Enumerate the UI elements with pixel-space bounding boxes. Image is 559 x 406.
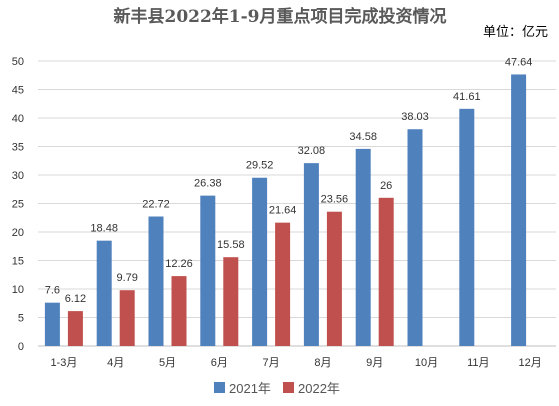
data-label: 34.58 <box>349 131 377 143</box>
data-label: 26.38 <box>194 178 222 190</box>
legend-swatch <box>283 382 294 393</box>
bar-2022 <box>223 257 239 346</box>
y-tick-label: 35 <box>12 142 24 154</box>
bar-2021 <box>511 74 527 347</box>
x-tick-label: 10月 <box>415 357 438 369</box>
data-label: 22.72 <box>142 198 170 210</box>
legend: 2021年 2022年 <box>214 381 340 396</box>
data-label: 38.03 <box>401 111 429 123</box>
bar-2021 <box>303 163 319 346</box>
legend-label: 2021年 <box>229 381 271 396</box>
x-tick-label: 4月 <box>107 357 124 369</box>
data-label: 21.64 <box>269 205 297 217</box>
data-label: 12.26 <box>165 258 193 270</box>
data-label: 23.56 <box>321 194 349 206</box>
data-label: 41.61 <box>453 91 481 103</box>
data-label: 9.79 <box>116 272 137 284</box>
x-tick-label: 6月 <box>211 357 228 369</box>
x-tick-label: 9月 <box>366 357 383 369</box>
y-tick-label: 45 <box>12 85 24 97</box>
y-axis: 0 5 10 15 20 25 30 35 40 45 50 <box>12 56 24 353</box>
y-tick-label: 25 <box>12 199 24 211</box>
bars <box>44 74 527 347</box>
y-tick-label: 0 <box>18 341 24 353</box>
data-label: 47.64 <box>505 56 533 68</box>
y-tick-label: 20 <box>12 227 24 239</box>
bar-2021 <box>252 177 268 346</box>
data-label: 29.52 <box>246 160 274 172</box>
data-label: 7.6 <box>45 285 60 297</box>
bar-2021 <box>96 240 112 346</box>
data-label: 6.12 <box>65 293 86 305</box>
data-label: 15.58 <box>217 239 245 251</box>
bar-2022 <box>378 197 394 346</box>
bar-2021 <box>44 302 60 346</box>
data-label: 26 <box>380 180 392 192</box>
y-tick-label: 40 <box>12 113 24 125</box>
x-tick-label: 11月 <box>467 357 489 369</box>
y-tick-label: 30 <box>12 170 24 182</box>
bar-2022 <box>171 276 187 346</box>
data-labels: 7.6 6.12 18.48 9.79 22.72 12.26 26.38 15.58 29.5… <box>45 56 533 305</box>
bar-2021 <box>200 195 216 346</box>
bar-2021 <box>355 148 371 346</box>
bar-2022 <box>67 311 83 346</box>
bar-2022 <box>119 290 135 346</box>
x-tick-label: 5月 <box>159 357 176 369</box>
bar-2022 <box>326 211 342 346</box>
unit-label: 单位：亿元 <box>483 25 548 40</box>
data-label: 18.48 <box>90 223 118 235</box>
y-tick-label: 15 <box>12 256 24 268</box>
y-tick-label: 5 <box>18 313 24 325</box>
bar-2021 <box>148 216 164 346</box>
x-axis: 1-3月 4月 5月 6月 7月 8月 9月 10月 11月 12月 <box>50 357 541 369</box>
x-tick-label: 12月 <box>518 357 541 369</box>
gridlines <box>38 60 556 347</box>
x-tick-label: 1-3月 <box>50 357 77 369</box>
x-tick-label: 7月 <box>263 357 280 369</box>
chart-title: 新丰县2022年1-9月重点项目完成投资情况 <box>113 6 446 27</box>
x-tick-label: 8月 <box>314 357 331 369</box>
y-tick-label: 10 <box>12 284 24 296</box>
legend-swatch <box>214 382 225 393</box>
bar-2021 <box>459 108 475 346</box>
bar-2021 <box>407 129 423 346</box>
bar-2022 <box>275 222 291 346</box>
legend-label: 2022年 <box>298 381 340 396</box>
y-tick-label: 50 <box>12 56 24 68</box>
data-label: 32.08 <box>298 145 326 157</box>
